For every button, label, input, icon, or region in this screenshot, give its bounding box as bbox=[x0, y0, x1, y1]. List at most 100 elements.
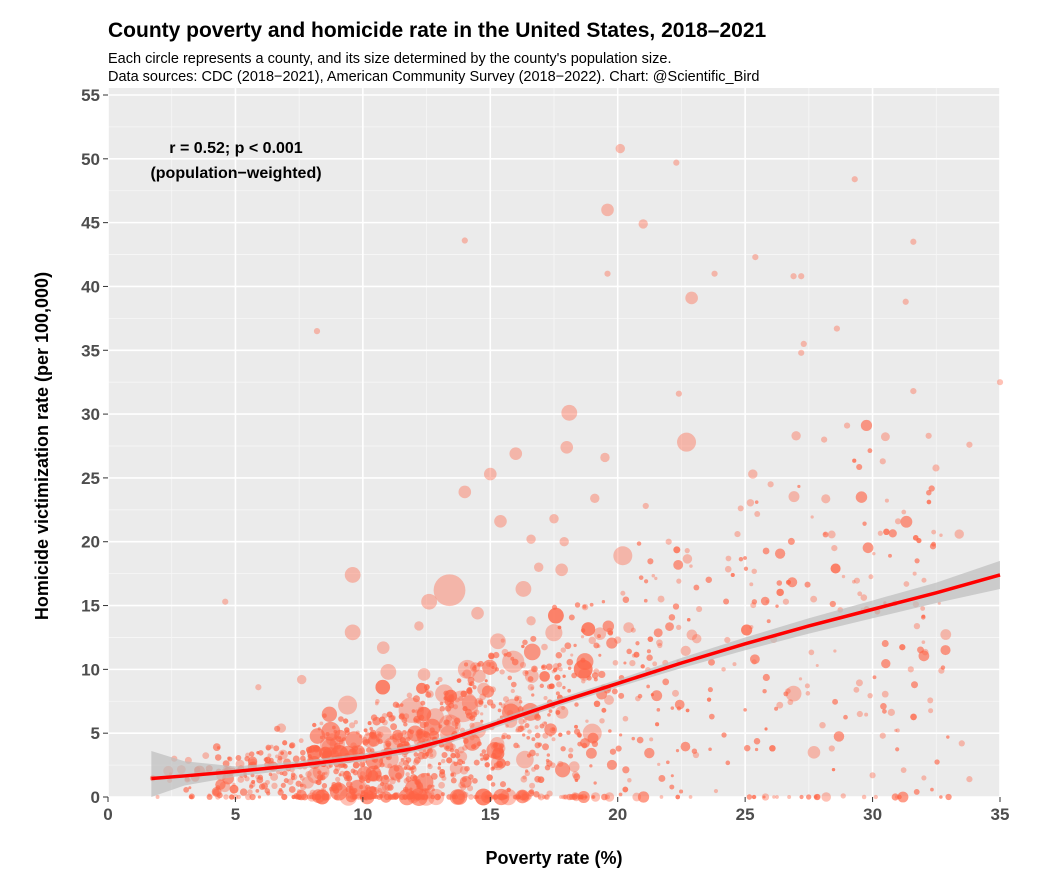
data-point bbox=[466, 712, 473, 719]
data-point bbox=[573, 643, 577, 648]
data-point bbox=[483, 757, 488, 762]
data-point bbox=[416, 784, 421, 789]
data-point bbox=[420, 773, 425, 778]
data-point bbox=[363, 728, 368, 733]
data-point bbox=[439, 701, 444, 706]
data-point bbox=[533, 764, 540, 770]
data-point bbox=[530, 635, 537, 642]
data-point bbox=[256, 751, 260, 755]
data-point bbox=[425, 691, 432, 698]
data-point bbox=[510, 656, 515, 661]
data-point bbox=[546, 753, 551, 757]
data-point bbox=[823, 532, 827, 536]
data-point bbox=[299, 783, 304, 788]
data-point bbox=[721, 732, 727, 738]
data-point bbox=[352, 787, 358, 794]
data-point bbox=[387, 763, 393, 769]
data-point bbox=[797, 484, 801, 489]
data-point bbox=[372, 768, 376, 772]
data-point bbox=[548, 683, 555, 690]
data-point bbox=[895, 747, 900, 752]
data-point bbox=[392, 737, 398, 743]
data-point bbox=[526, 735, 531, 740]
data-point bbox=[577, 741, 583, 747]
data-point bbox=[287, 750, 292, 755]
data-point bbox=[430, 794, 435, 800]
data-point bbox=[155, 795, 160, 799]
data-point bbox=[601, 793, 608, 801]
data-point bbox=[324, 750, 332, 758]
data-point bbox=[586, 675, 592, 681]
data-point bbox=[289, 743, 295, 749]
data-point bbox=[314, 780, 319, 785]
data-point bbox=[517, 725, 524, 732]
data-point bbox=[751, 599, 758, 605]
data-point bbox=[289, 742, 296, 749]
data-point bbox=[317, 727, 321, 731]
data-point bbox=[506, 651, 512, 658]
data-point bbox=[840, 793, 846, 799]
data-point bbox=[278, 788, 283, 792]
data-point bbox=[294, 794, 300, 800]
data-point bbox=[546, 760, 553, 767]
data-point bbox=[813, 793, 821, 801]
data-point bbox=[362, 741, 367, 745]
data-point bbox=[283, 778, 289, 784]
data-point bbox=[281, 793, 288, 801]
data-point bbox=[626, 648, 632, 655]
data-point bbox=[366, 747, 372, 753]
data-point bbox=[267, 753, 272, 758]
data-point bbox=[339, 770, 346, 777]
data-point bbox=[833, 649, 837, 653]
data-point bbox=[577, 741, 583, 747]
data-point bbox=[646, 684, 650, 689]
data-point bbox=[215, 794, 221, 800]
data-point bbox=[510, 681, 517, 688]
data-point bbox=[500, 788, 517, 806]
data-point bbox=[646, 649, 651, 654]
data-point bbox=[753, 737, 761, 745]
data-point bbox=[867, 448, 873, 454]
data-point bbox=[574, 602, 581, 608]
data-point bbox=[450, 752, 456, 759]
data-point bbox=[380, 791, 392, 803]
data-point bbox=[370, 714, 378, 721]
data-point bbox=[622, 786, 629, 793]
data-point bbox=[280, 751, 284, 755]
data-point bbox=[445, 745, 450, 750]
data-point bbox=[574, 778, 579, 782]
data-point bbox=[593, 700, 601, 708]
data-point bbox=[288, 786, 296, 793]
data-point bbox=[334, 742, 341, 750]
data-point bbox=[524, 723, 530, 728]
data-point bbox=[461, 695, 478, 711]
data-point bbox=[554, 674, 561, 681]
data-point bbox=[658, 775, 666, 782]
data-point bbox=[867, 448, 873, 454]
data-point bbox=[472, 666, 477, 671]
data-point bbox=[966, 776, 973, 783]
data-point bbox=[373, 765, 379, 770]
data-point bbox=[456, 678, 462, 683]
data-point bbox=[921, 640, 926, 644]
data-point bbox=[287, 750, 292, 755]
data-point bbox=[448, 702, 455, 709]
data-point bbox=[574, 702, 579, 707]
data-point bbox=[471, 744, 477, 750]
data-point bbox=[602, 620, 615, 632]
data-point bbox=[477, 660, 484, 667]
data-point bbox=[521, 725, 526, 731]
data-point bbox=[399, 703, 404, 707]
data-point bbox=[555, 710, 561, 715]
data-point bbox=[652, 661, 658, 667]
data-point bbox=[377, 783, 387, 793]
data-point bbox=[785, 685, 802, 702]
data-point bbox=[405, 794, 412, 800]
data-point bbox=[244, 756, 250, 762]
data-point bbox=[873, 794, 878, 800]
data-point bbox=[525, 769, 529, 773]
data-point bbox=[458, 485, 472, 499]
data-point bbox=[453, 761, 458, 767]
data-point bbox=[473, 794, 479, 800]
data-point bbox=[431, 788, 435, 792]
